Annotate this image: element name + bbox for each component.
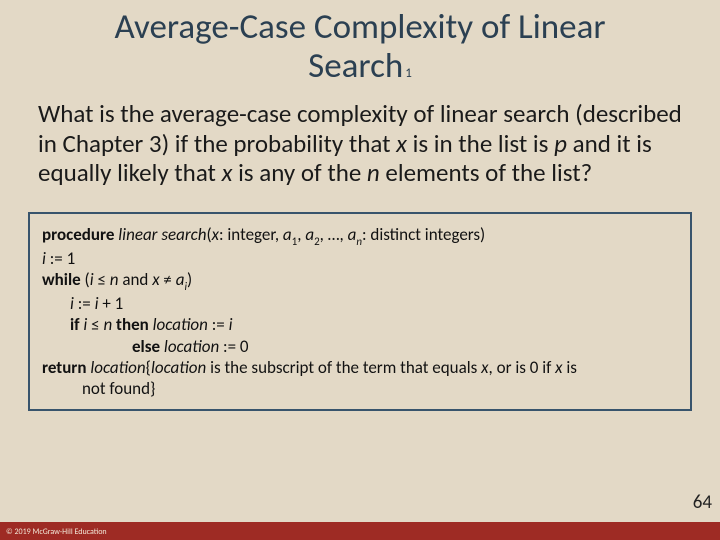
code-l7c: , or is 0 if — [489, 357, 556, 378]
kw-return: return — [42, 357, 86, 378]
code-fn: linear search — [114, 224, 206, 245]
kw-if: if — [70, 314, 80, 335]
code-a2: a — [305, 224, 314, 245]
code-s1: 1 — [292, 235, 298, 248]
code-l5n: n — [103, 314, 112, 335]
title-line2: Search — [308, 45, 403, 87]
code-l7x2: x — [555, 357, 562, 378]
code-l5d: i — [229, 314, 233, 335]
code-l2b: := 1 — [46, 248, 75, 269]
code-l3e: ) — [187, 269, 192, 290]
body-paragraph: What is the average-case complexity of l… — [0, 85, 720, 188]
body-var-n: n — [367, 157, 380, 188]
code-l3c: and — [119, 269, 153, 290]
code-line-8: not found} — [42, 378, 678, 399]
code-l7b: is the subscript of the term that equals — [206, 357, 481, 378]
slide-title: Average-Case Complexity of Linear Search… — [0, 8, 720, 85]
code-l7d: is — [563, 357, 577, 378]
code-l7loc: location — [86, 357, 145, 378]
code-sn: n — [356, 235, 362, 248]
code-line-4: i := i + 1 — [42, 293, 678, 314]
copyright-text: © 2019 McGraw-Hill Education — [6, 527, 107, 537]
body-var-x2: x — [222, 157, 233, 188]
code-a1: a — [283, 224, 292, 245]
code-line-1: procedure linear search(x: integer, a1, … — [42, 224, 678, 248]
title-line1: Average-Case Complexity of Linear — [114, 6, 605, 48]
title-subscript: 1 — [405, 66, 412, 81]
code-l3d: ≠ — [160, 269, 176, 290]
code-s2: 2 — [314, 235, 320, 248]
body-var-p: p — [554, 128, 567, 159]
code-l3si: i — [185, 280, 188, 293]
code-line-6: else location := 0 — [42, 336, 678, 357]
code-line-5: if i ≤ n then location := i — [42, 314, 678, 335]
kw-procedure: procedure — [42, 224, 114, 245]
code-l3b: ≤ — [94, 269, 110, 290]
code-l5b: ≤ — [87, 314, 103, 335]
code-l6a: := 0 — [219, 336, 248, 357]
code-l7x: x — [481, 357, 488, 378]
code-sig5: : distinct integers) — [362, 224, 485, 245]
code-l5c: := — [208, 314, 229, 335]
slide: Average-Case Complexity of Linear Search… — [0, 0, 720, 540]
kw-then: then — [112, 314, 149, 335]
page-number: 64 — [693, 491, 712, 514]
pseudocode-box: procedure linear search(x: integer, a1, … — [28, 212, 692, 412]
body-var-x1: x — [396, 128, 407, 159]
code-l4d: + 1 — [99, 293, 124, 314]
kw-while: while — [42, 269, 81, 290]
code-line-3: while (i ≤ n and x ≠ ai) — [42, 269, 678, 293]
body-t4: is any of the — [232, 157, 367, 188]
code-l3n: n — [110, 269, 119, 290]
code-l3a: ( — [81, 269, 90, 290]
kw-else: else — [132, 336, 160, 357]
code-l7locit: location — [151, 357, 206, 378]
code-l5loc: location — [149, 314, 208, 335]
code-sig4: , …, — [320, 224, 348, 245]
code-l3ai: a — [176, 269, 185, 290]
body-t2: is in the list is — [407, 128, 554, 159]
body-t5: elements of the list? — [380, 157, 592, 188]
code-x: x — [212, 224, 219, 245]
code-l3x: x — [152, 269, 159, 290]
code-l4b: := — [74, 293, 95, 314]
code-line-2: i := 1 — [42, 248, 678, 269]
code-line-7: return location{location is the subscrip… — [42, 357, 678, 378]
code-sig2: : integer, — [219, 224, 283, 245]
footer-bar — [0, 522, 720, 540]
code-l6loc: location — [160, 336, 219, 357]
